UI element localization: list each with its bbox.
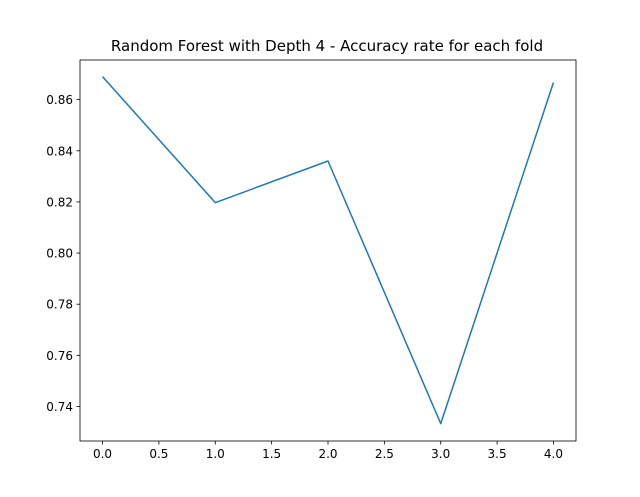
series-line-0 — [101, 76, 555, 425]
y-tick-label: 0.86 — [46, 93, 73, 107]
x-tick-label: 1.5 — [262, 447, 281, 461]
axes-frame — [79, 59, 577, 442]
x-tick-label: 3.5 — [488, 447, 507, 461]
x-tick-label: 2.5 — [375, 447, 394, 461]
x-tick-label: 2.0 — [318, 447, 337, 461]
y-tick-label: 0.76 — [46, 349, 73, 363]
y-tick-label: 0.78 — [46, 298, 73, 312]
x-tick-label: 0.0 — [93, 447, 112, 461]
x-tick-label: 1.0 — [206, 447, 225, 461]
y-tick-label: 0.74 — [46, 400, 73, 414]
x-tick-label: 3.0 — [431, 447, 450, 461]
plot-area: 0.0 0.5 1.0 1.5 2.0 2.5 3.0 3.5 4.0 0.74 0.76 0.78 0… — [46, 59, 577, 461]
y-tick-label: 0.84 — [46, 144, 73, 158]
x-tick-label: 0.5 — [149, 447, 168, 461]
x-tick-label: 4.0 — [544, 447, 563, 461]
y-tick-label: 0.82 — [46, 195, 73, 209]
chart-title: Random Forest with Depth 4 - Accuracy ra… — [111, 37, 543, 55]
y-tick-label: 0.80 — [46, 247, 73, 261]
